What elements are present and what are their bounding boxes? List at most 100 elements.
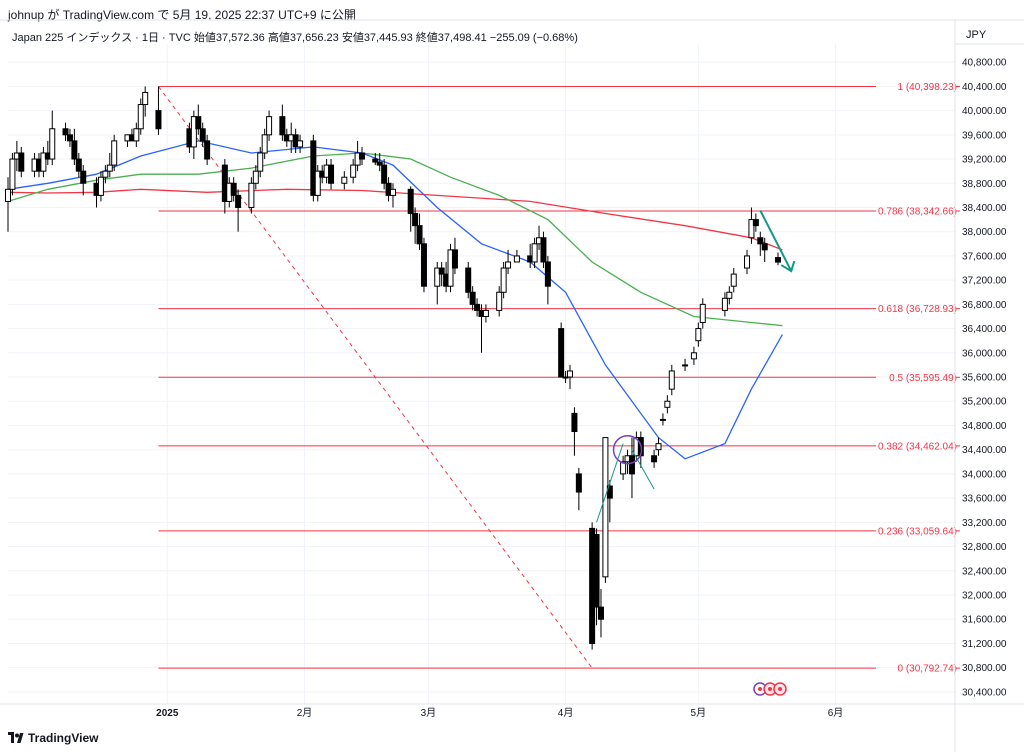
candle-body	[416, 225, 423, 245]
candle-body	[155, 110, 162, 130]
candle-body	[75, 158, 82, 172]
candle-body	[597, 606, 604, 620]
candle-body	[664, 400, 671, 408]
candle-body	[190, 116, 197, 148]
y-tick-label: 33,600.00	[962, 494, 1007, 505]
candle-body	[606, 485, 613, 499]
candle-body	[266, 116, 273, 136]
x-tick-label: 5月	[691, 707, 707, 719]
candle-body	[142, 91, 149, 106]
candles	[5, 86, 781, 650]
y-tick-label: 40,800.00	[962, 58, 1007, 69]
y-axis: 40,800.00 40,400.00 40,000.00 39,600.00 39,2…	[954, 20, 1007, 752]
candle-body	[562, 376, 569, 379]
candle-body	[558, 328, 565, 378]
candle-body	[420, 243, 427, 287]
up-arrow-line	[596, 443, 624, 523]
arrow-head-icon	[780, 260, 796, 273]
candle-body	[80, 170, 87, 184]
candle-body	[195, 116, 202, 130]
x-tick-label: 2025	[156, 708, 179, 719]
candle-body	[106, 164, 113, 172]
y-tick-label: 38,400.00	[962, 203, 1007, 214]
candle-body	[252, 170, 259, 184]
y-tick-label: 38,000.00	[962, 227, 1007, 238]
candle-body	[407, 188, 414, 215]
y-tick-label: 40,400.00	[962, 82, 1007, 93]
y-tick-label: 32,400.00	[962, 566, 1007, 577]
candle-body	[66, 134, 73, 142]
candle-body	[496, 291, 503, 311]
candle-body	[726, 291, 733, 299]
y-tick-label: 36,000.00	[962, 348, 1007, 359]
y-tick-label: 34,000.00	[962, 469, 1007, 480]
brand-name: TradingView	[28, 731, 99, 745]
y-tick-label: 30,400.00	[962, 687, 1007, 698]
candle-body	[602, 437, 609, 578]
fib-level-label: 0.382 (34,462.04)	[878, 441, 957, 452]
y-tick-label: 37,600.00	[962, 251, 1007, 262]
candle-body	[695, 328, 702, 342]
symbol-info: Japan 225 インデックス · 1日 · TVC 始値37,572.36 …	[12, 32, 578, 44]
candle-body	[540, 237, 547, 263]
ma-green-line	[7, 152, 783, 327]
down-arrow-small	[631, 449, 655, 490]
x-axis: 2025 2月 3月 4月 5月 6月	[0, 703, 1024, 719]
candle-body	[774, 257, 781, 263]
candle-body	[297, 140, 304, 148]
y-tick-label: 30,800.00	[962, 663, 1007, 674]
candle-body	[761, 243, 768, 251]
candle-body	[690, 352, 697, 360]
y-tick-label: 39,600.00	[962, 130, 1007, 141]
candle-body	[434, 267, 441, 287]
y-tick-label: 34,800.00	[962, 421, 1007, 432]
candle-body	[567, 370, 574, 378]
candle-body	[97, 176, 104, 196]
candle-body	[199, 128, 206, 142]
candle-body	[757, 237, 764, 245]
candle-body	[62, 128, 69, 136]
candle-body	[593, 533, 600, 608]
annotations	[596, 210, 796, 696]
event-marker-dot	[778, 687, 782, 691]
y-tick-label: 36,800.00	[962, 300, 1007, 311]
fib-level-label: 0 (30,792.74)	[898, 664, 958, 675]
y-tick-label: 39,200.00	[962, 155, 1007, 166]
candle-body	[628, 455, 635, 475]
candle-body	[359, 152, 366, 160]
candle-body	[438, 267, 445, 275]
candle-body	[682, 364, 689, 367]
y-tick-label: 31,600.00	[962, 615, 1007, 626]
highlight-circle	[612, 434, 643, 465]
candle-body	[500, 267, 507, 293]
y-tick-label: 31,200.00	[962, 639, 1007, 650]
candle-body	[474, 303, 481, 311]
candle-body	[111, 140, 118, 166]
candle-body	[482, 309, 489, 317]
candle-body	[137, 104, 144, 130]
x-tick-label: 3月	[421, 707, 437, 719]
y-tick-label: 34,400.00	[962, 445, 1007, 456]
candle-body	[571, 412, 578, 433]
candle-body	[248, 182, 255, 208]
candle-body	[655, 443, 662, 451]
candle-body	[376, 161, 383, 166]
candle-body	[341, 176, 348, 184]
tradingview-logo-icon	[8, 732, 24, 743]
fib-level-label: 0.618 (36,728.93)	[878, 304, 957, 315]
candle-body	[372, 158, 379, 163]
candle-body	[531, 243, 538, 263]
candle-body	[328, 164, 335, 184]
candle-body	[40, 152, 47, 172]
down-arrow-large	[759, 210, 793, 272]
fib-level-label: 0.236 (33,059.64)	[878, 526, 957, 537]
y-tick-label: 32,000.00	[962, 591, 1007, 602]
candle-body	[133, 128, 140, 142]
candle-body	[230, 182, 237, 196]
candle-body	[257, 152, 264, 172]
currency-label: JPY	[966, 29, 987, 41]
candle-body	[544, 261, 551, 287]
footer: TradingView	[8, 731, 98, 745]
y-tick-label: 33,200.00	[962, 518, 1007, 529]
